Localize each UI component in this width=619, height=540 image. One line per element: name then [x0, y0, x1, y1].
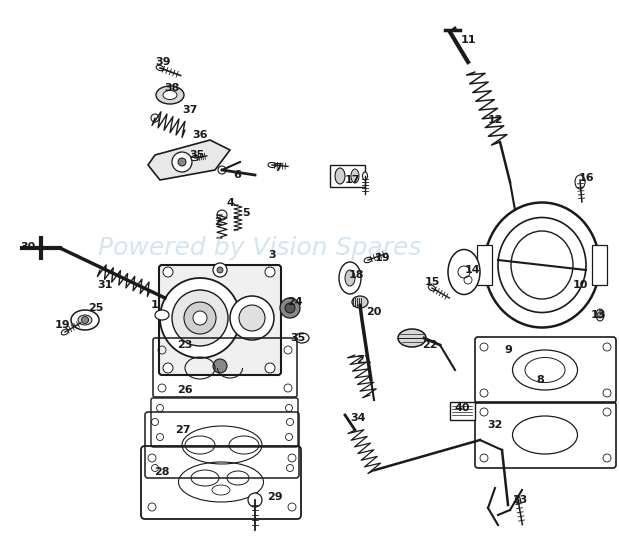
Text: 38: 38 — [164, 83, 180, 93]
Text: 19: 19 — [375, 253, 391, 263]
Text: 23: 23 — [177, 340, 193, 350]
Circle shape — [213, 263, 227, 277]
Circle shape — [280, 298, 300, 318]
Text: 24: 24 — [287, 297, 303, 307]
Text: 33: 33 — [513, 495, 527, 505]
Text: 40: 40 — [454, 403, 470, 413]
Ellipse shape — [71, 310, 99, 330]
Circle shape — [265, 363, 275, 373]
Ellipse shape — [448, 249, 480, 294]
Ellipse shape — [339, 262, 361, 294]
Text: 13: 13 — [591, 310, 605, 320]
Text: 12: 12 — [487, 115, 503, 125]
Circle shape — [248, 493, 262, 507]
FancyBboxPatch shape — [159, 265, 281, 375]
Text: 35: 35 — [189, 150, 205, 160]
Text: 26: 26 — [177, 385, 193, 395]
Ellipse shape — [578, 176, 582, 184]
Text: 3: 3 — [268, 250, 276, 260]
Text: 32: 32 — [487, 420, 503, 430]
Ellipse shape — [516, 496, 521, 504]
Ellipse shape — [253, 496, 258, 504]
Ellipse shape — [191, 156, 199, 160]
Text: 31: 31 — [97, 280, 113, 290]
Ellipse shape — [61, 329, 69, 335]
Circle shape — [285, 303, 295, 313]
Ellipse shape — [155, 310, 169, 320]
Ellipse shape — [352, 296, 368, 308]
Bar — [450, 402, 475, 420]
Text: 19: 19 — [54, 320, 70, 330]
Ellipse shape — [345, 270, 355, 286]
Text: 25: 25 — [89, 303, 104, 313]
Text: 39: 39 — [155, 57, 171, 67]
Circle shape — [217, 267, 223, 273]
Circle shape — [184, 302, 216, 334]
Text: 6: 6 — [233, 170, 241, 180]
Ellipse shape — [78, 315, 92, 325]
Ellipse shape — [163, 91, 177, 99]
Text: 11: 11 — [461, 35, 476, 45]
Ellipse shape — [156, 65, 164, 71]
Circle shape — [193, 311, 207, 325]
Ellipse shape — [398, 329, 426, 347]
Circle shape — [172, 152, 192, 172]
Text: 16: 16 — [579, 173, 595, 183]
Text: 18: 18 — [348, 270, 364, 280]
Circle shape — [163, 363, 173, 373]
Circle shape — [172, 290, 228, 346]
Circle shape — [151, 114, 159, 122]
Circle shape — [163, 267, 173, 277]
Circle shape — [597, 312, 603, 318]
Text: 7: 7 — [274, 163, 282, 173]
Ellipse shape — [364, 257, 372, 263]
Text: 20: 20 — [366, 307, 382, 317]
Ellipse shape — [363, 172, 368, 180]
Ellipse shape — [428, 285, 436, 291]
Polygon shape — [148, 140, 230, 180]
Ellipse shape — [156, 86, 184, 104]
Ellipse shape — [485, 202, 599, 327]
Text: 1: 1 — [151, 300, 159, 310]
Text: 17: 17 — [344, 175, 360, 185]
Text: 22: 22 — [422, 340, 438, 350]
Circle shape — [239, 305, 265, 331]
Ellipse shape — [335, 168, 345, 184]
Text: 10: 10 — [573, 280, 587, 290]
Text: 36: 36 — [193, 130, 208, 140]
Text: 27: 27 — [175, 425, 191, 435]
Text: 15: 15 — [424, 277, 439, 287]
Text: 37: 37 — [183, 105, 197, 115]
Text: 5: 5 — [242, 208, 250, 218]
Text: 28: 28 — [154, 467, 170, 477]
Bar — [477, 245, 492, 285]
Circle shape — [213, 359, 227, 373]
Text: 2: 2 — [214, 217, 222, 227]
Text: 35: 35 — [290, 333, 306, 343]
Text: 8: 8 — [536, 375, 544, 385]
Circle shape — [217, 210, 227, 220]
Text: 9: 9 — [504, 345, 512, 355]
Circle shape — [178, 158, 186, 166]
Ellipse shape — [575, 175, 585, 189]
Text: 29: 29 — [267, 492, 283, 502]
Bar — [330, 165, 365, 187]
Circle shape — [82, 316, 89, 323]
Ellipse shape — [351, 169, 359, 183]
Circle shape — [265, 267, 275, 277]
Circle shape — [218, 166, 226, 174]
Circle shape — [160, 278, 240, 358]
Text: 34: 34 — [350, 413, 366, 423]
Ellipse shape — [268, 163, 276, 167]
Text: 21: 21 — [357, 355, 372, 365]
Text: 14: 14 — [464, 265, 480, 275]
Text: 30: 30 — [20, 242, 36, 252]
Text: 4: 4 — [226, 198, 234, 208]
Circle shape — [230, 296, 274, 340]
Bar — [592, 245, 607, 285]
Text: Powered by Vision Spares: Powered by Vision Spares — [98, 237, 422, 260]
